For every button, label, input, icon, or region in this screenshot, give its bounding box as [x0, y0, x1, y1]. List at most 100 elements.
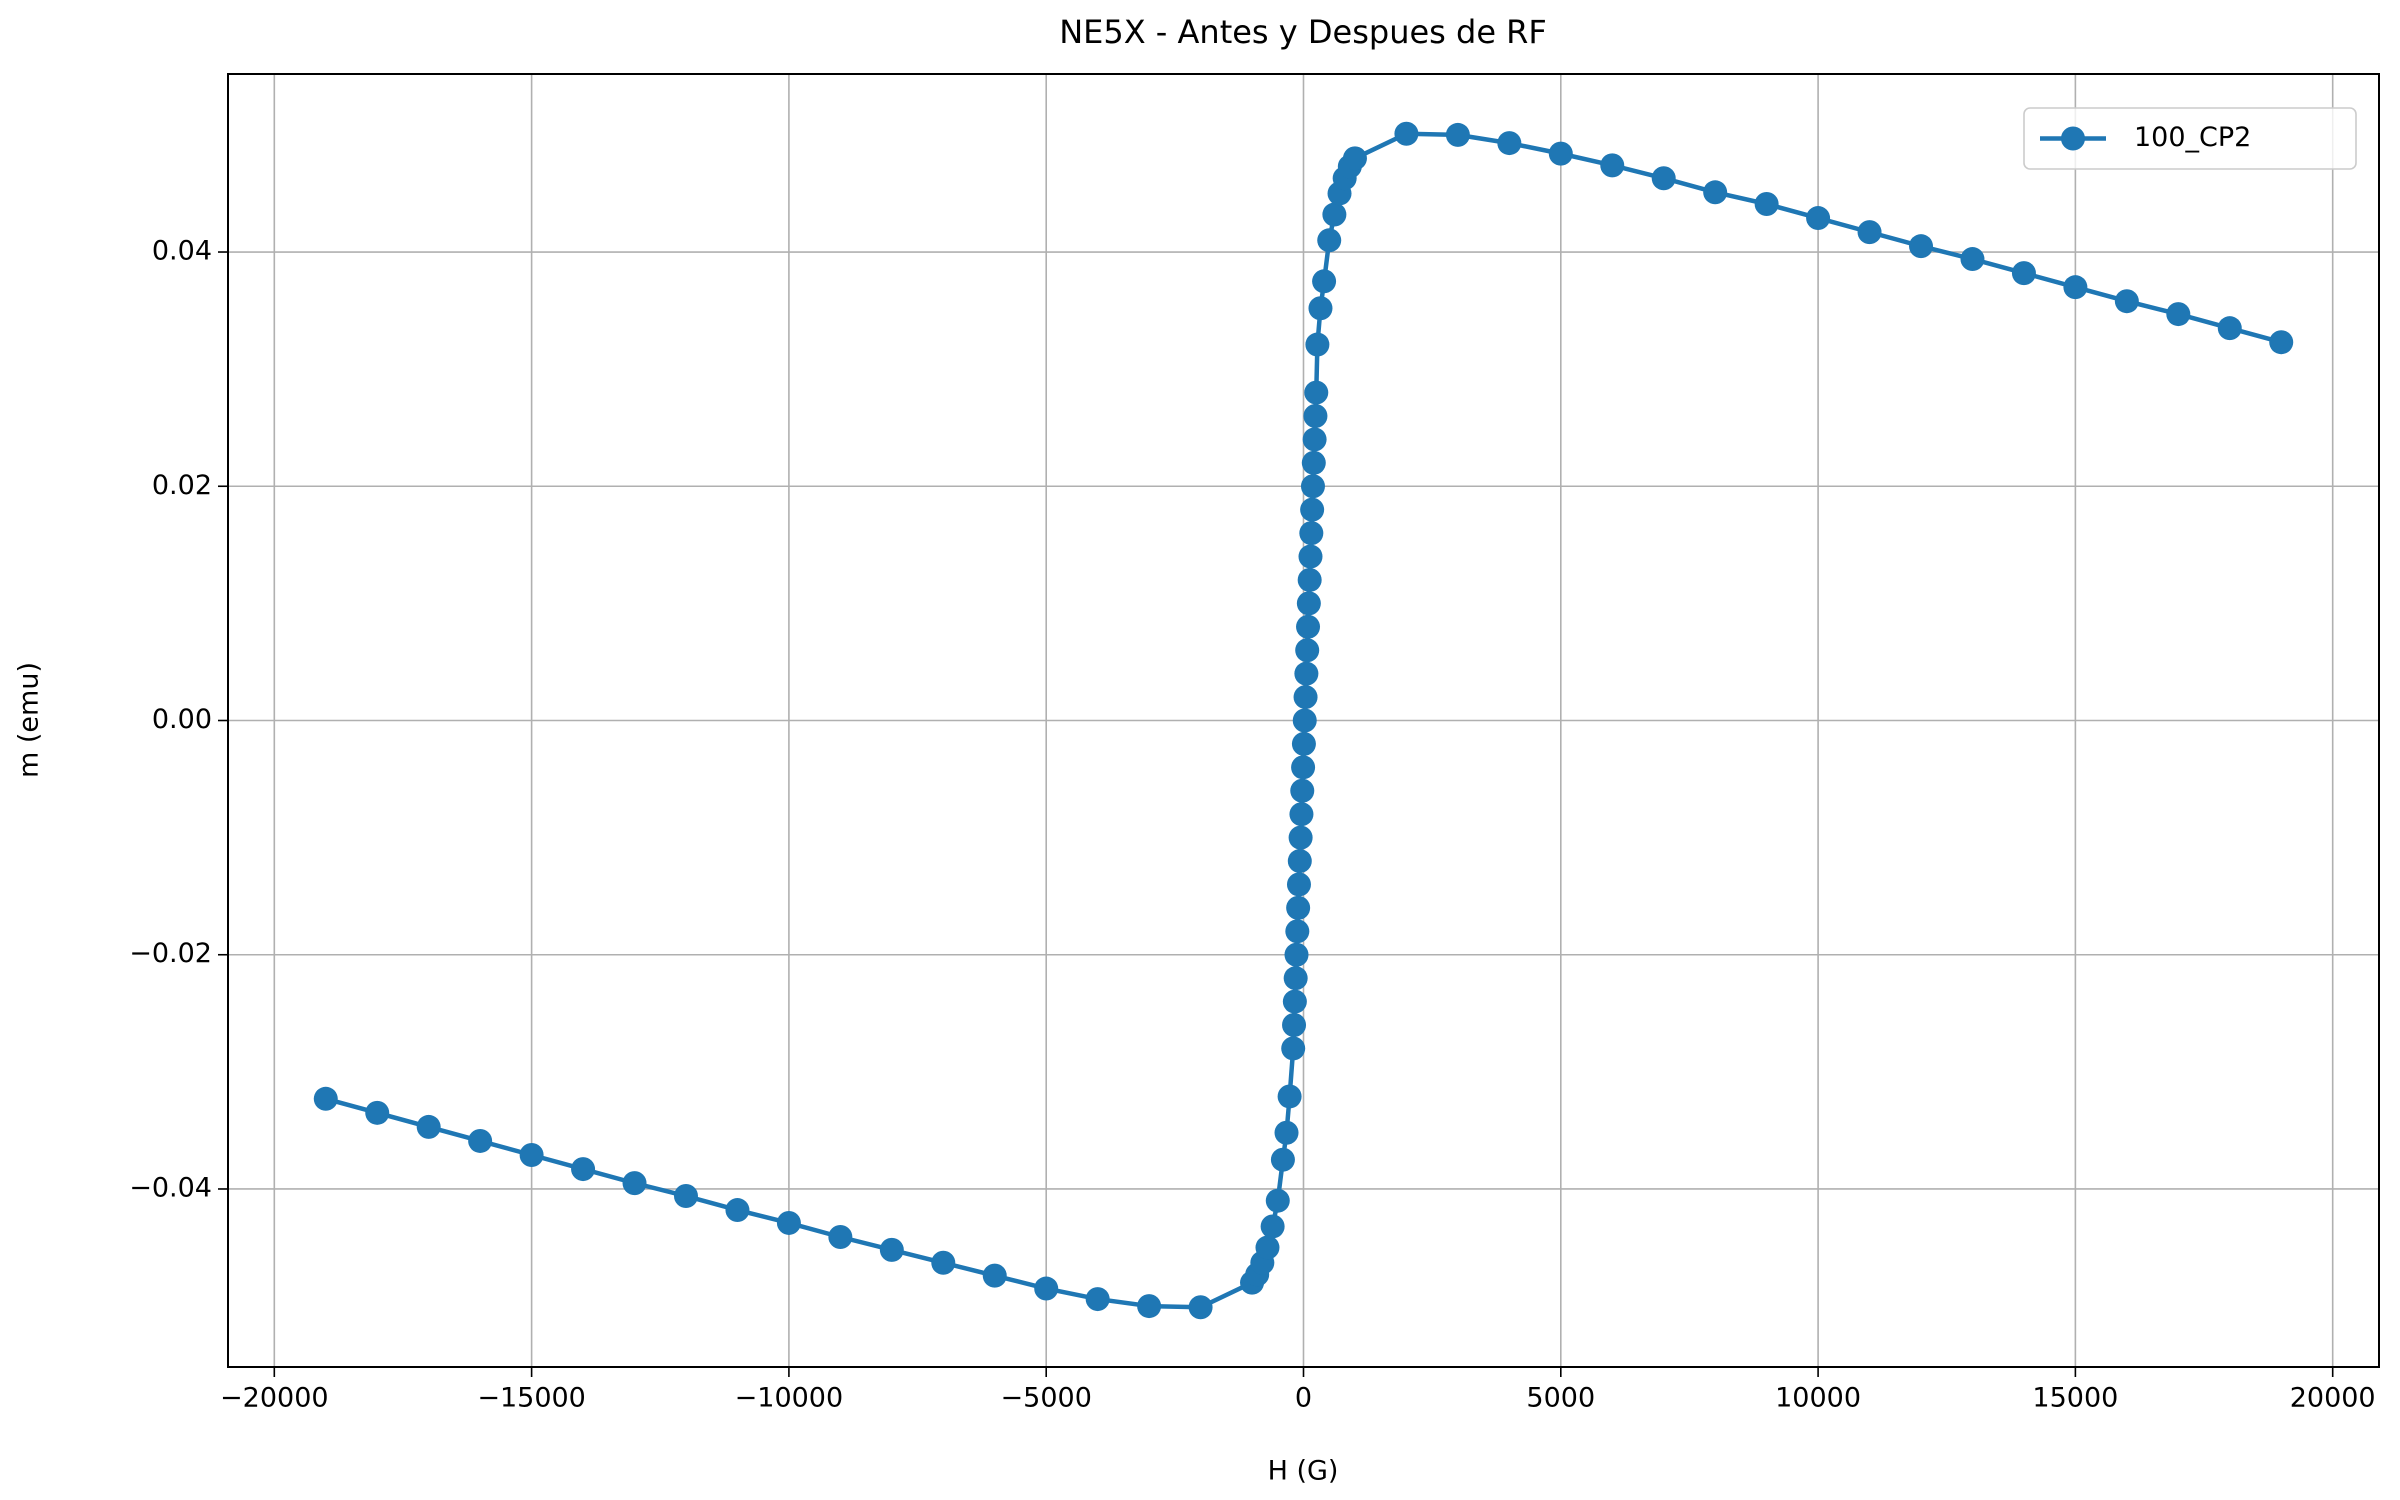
- x-axis-label: H (G): [1268, 1456, 1339, 1487]
- data-point: [982, 1263, 1007, 1288]
- x-tick-label: 20000: [2290, 1383, 2376, 1414]
- data-point: [1754, 192, 1779, 217]
- legend-label: 100_CP2: [2134, 122, 2251, 153]
- y-tick-label: 0.04: [152, 236, 212, 267]
- data-point: [1302, 427, 1327, 452]
- y-tick-label: 0.02: [152, 470, 212, 501]
- x-tick-label: 10000: [1775, 1383, 1861, 1414]
- x-tick-label: −20000: [220, 1383, 329, 1414]
- data-point: [1305, 332, 1330, 357]
- data-point: [1497, 131, 1522, 156]
- legend-box: [2023, 107, 2357, 170]
- y-tick-label: −0.04: [129, 1172, 212, 1203]
- data-point: [1296, 614, 1321, 639]
- data-point: [1909, 234, 1934, 259]
- data-point: [622, 1171, 647, 1196]
- data-point: [1284, 942, 1309, 967]
- data-point: [1291, 755, 1316, 780]
- data-point: [1317, 228, 1342, 253]
- data-point: [879, 1237, 904, 1262]
- data-point: [1285, 919, 1310, 944]
- data-point: [1651, 166, 1676, 191]
- data-point: [416, 1114, 441, 1139]
- data-point: [1274, 1120, 1299, 1145]
- data-point: [1297, 567, 1322, 592]
- data-point: [1312, 269, 1337, 294]
- x-tick-label: 15000: [2032, 1383, 2118, 1414]
- data-point: [313, 1086, 338, 1111]
- plot-frame: [227, 73, 2380, 1368]
- x-tick-label: 0: [1295, 1383, 1312, 1414]
- data-point: [365, 1100, 390, 1125]
- data-point: [1300, 497, 1325, 522]
- data-point: [1085, 1287, 1110, 1312]
- data-point: [2011, 261, 2036, 286]
- data-point: [1548, 141, 1573, 166]
- data-point: [1342, 146, 1367, 171]
- data-point: [1188, 1295, 1213, 1320]
- data-point: [1277, 1084, 1302, 1109]
- data-point: [1137, 1294, 1162, 1319]
- data-point: [468, 1128, 493, 1153]
- data-point: [1282, 989, 1307, 1014]
- data-point: [1299, 521, 1324, 546]
- data-point: [1282, 1013, 1307, 1038]
- data-point: [1806, 206, 1831, 231]
- data-point: [1303, 403, 1328, 428]
- data-point: [725, 1198, 750, 1223]
- data-point: [1703, 180, 1728, 205]
- data-point: [1445, 122, 1470, 147]
- data-point: [1286, 895, 1311, 920]
- data-point: [1308, 296, 1333, 321]
- data-point: [1304, 380, 1329, 405]
- data-point: [1289, 802, 1314, 827]
- data-point: [1290, 778, 1315, 803]
- y-tick-label: 0.00: [152, 704, 212, 735]
- x-tick-label: −10000: [735, 1383, 844, 1414]
- x-tick-label: −15000: [477, 1383, 586, 1414]
- data-point: [1286, 872, 1311, 897]
- data-point: [1265, 1188, 1290, 1213]
- data-point: [1300, 474, 1325, 499]
- data-point: [2269, 330, 2294, 355]
- data-point: [1293, 685, 1318, 710]
- data-point: [1270, 1147, 1295, 1172]
- data-point: [2217, 316, 2242, 341]
- data-point: [1295, 638, 1320, 663]
- data-point: [1255, 1235, 1280, 1260]
- data-point: [1301, 450, 1326, 475]
- y-tick-label: −0.02: [129, 938, 212, 969]
- data-point: [1283, 966, 1308, 991]
- data-point: [828, 1224, 853, 1249]
- x-tick-label: −5000: [1001, 1383, 1092, 1414]
- data-point: [519, 1143, 544, 1168]
- data-point: [1294, 661, 1319, 686]
- data-point: [1292, 708, 1317, 733]
- data-point: [931, 1250, 956, 1275]
- data-point: [1322, 202, 1347, 227]
- data-point: [1281, 1036, 1306, 1061]
- data-point: [2114, 289, 2139, 314]
- data-point: [1260, 1214, 1285, 1239]
- data-point: [1960, 247, 1985, 272]
- data-point: [571, 1157, 596, 1182]
- data-point: [1287, 849, 1312, 874]
- data-point: [1291, 731, 1316, 756]
- data-point: [1394, 121, 1419, 146]
- data-point: [1298, 544, 1323, 569]
- data-point: [673, 1184, 698, 1209]
- data-point: [1600, 153, 1625, 178]
- data-point: [1857, 220, 1882, 245]
- chart-title: NE5X - Antes y Despues de RF: [1059, 13, 1547, 51]
- x-tick-label: 5000: [1526, 1383, 1595, 1414]
- data-point: [1034, 1276, 1059, 1301]
- data-point: [1288, 825, 1313, 850]
- data-point: [1296, 591, 1321, 616]
- data-point: [2063, 275, 2088, 300]
- data-point: [2166, 302, 2191, 327]
- y-axis-label: m (emu): [14, 662, 45, 778]
- data-point: [776, 1210, 801, 1235]
- legend-marker: [2061, 126, 2085, 151]
